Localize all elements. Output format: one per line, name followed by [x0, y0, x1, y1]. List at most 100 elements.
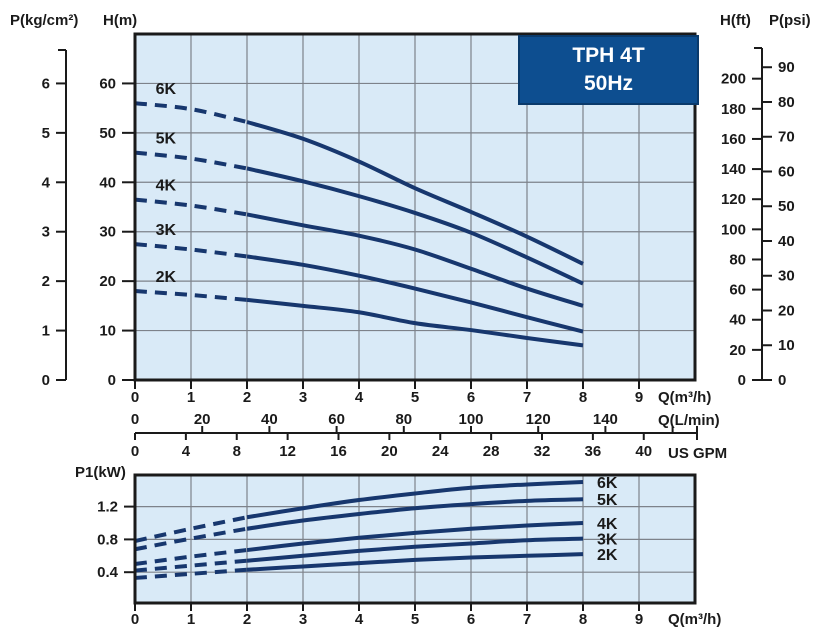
tick-label: 5: [42, 125, 50, 142]
tick-label: 160: [721, 131, 746, 148]
tick-label: 4: [182, 443, 191, 460]
left-pressure-axis-header: P(kg/cm²): [10, 12, 79, 29]
pump-curve-solid: [246, 552, 584, 572]
tick-label: 0.4: [97, 564, 119, 581]
frequency-label: 50Hz: [583, 72, 634, 95]
pump-curve-dashed: [134, 548, 248, 566]
p1-kw-axis: 0.4 0.8 1.2 0 1 2 3 4 5 6 7 8 9: [97, 499, 643, 628]
tick-label: 5: [411, 389, 419, 406]
tick-label: 8: [233, 443, 241, 460]
tick-label: 90: [778, 59, 795, 76]
tick-label: 50: [99, 125, 116, 142]
tick-label: 3: [42, 224, 50, 241]
tick-label: 2: [42, 273, 50, 290]
tick-label: 6: [467, 611, 475, 628]
tick-label: 0: [131, 443, 139, 460]
tick-label: 120: [721, 191, 746, 208]
power-axis-label: P1(kW): [75, 464, 126, 481]
tick-label: 1: [42, 323, 50, 340]
q-m3h-unit-label: Q(m³/h): [658, 389, 712, 406]
tick-label: 40: [729, 312, 746, 329]
power-curve-label-6k: 6K: [597, 475, 618, 492]
h-ft-p-psi-axis: 0 20 40 60 80 100 120 140 160 180 200 0 10 20 30 40 50 60…: [721, 47, 795, 389]
right-pressure-axis-header: P(psi): [769, 12, 811, 29]
tick-label: 32: [534, 443, 551, 460]
tick-label: 10: [99, 323, 116, 340]
tick-label: 36: [585, 443, 602, 460]
pump-curve-solid: [246, 480, 584, 520]
tick-label: 60: [328, 411, 345, 428]
tick-label: 80: [729, 251, 746, 268]
tick-label: 10: [778, 337, 795, 354]
tick-label: 60: [729, 282, 746, 299]
power-curve-label-2k: 2K: [597, 547, 618, 564]
tick-label: 16: [330, 443, 347, 460]
tick-label: 60: [99, 75, 116, 92]
right-head-axis-header: H(ft): [720, 12, 751, 29]
tick-label: 40: [261, 411, 278, 428]
tick-label: 8: [579, 611, 587, 628]
tick-label: 4: [355, 611, 364, 628]
tick-label: 9: [635, 389, 643, 406]
tick-label: 2: [243, 389, 251, 406]
curve-label-2k: 2K: [156, 269, 177, 286]
pump-curve-solid: [246, 536, 584, 563]
tick-label: 100: [721, 221, 746, 238]
tick-label: 40: [99, 174, 116, 191]
tick-label: 4: [355, 389, 364, 406]
tick-label: 80: [778, 94, 795, 111]
tick-label: 20: [778, 302, 795, 319]
power-curve-label-5k: 5K: [597, 492, 618, 509]
tick-label: 60: [778, 163, 795, 180]
tick-label: 0: [131, 411, 139, 428]
tick-label: 140: [593, 411, 618, 428]
tick-label: 7: [523, 389, 531, 406]
curve-label-5k: 5K: [156, 131, 177, 148]
tick-label: 4: [42, 174, 51, 191]
tick-label: 30: [778, 268, 795, 285]
tick-label: 3: [299, 389, 307, 406]
us-gpm-unit-label: US GPM: [668, 445, 728, 462]
power-curve-label-3k: 3K: [597, 532, 618, 549]
title-box: TPH 4T 50Hz: [518, 35, 699, 105]
curve-label-3k: 3K: [156, 222, 177, 239]
tick-label: 6: [467, 389, 475, 406]
tick-label: 200: [721, 71, 746, 88]
tick-label: 7: [523, 611, 531, 628]
tick-label: 40: [778, 233, 795, 250]
tick-label: 40: [635, 443, 652, 460]
pump-curve-dashed: [134, 242, 248, 259]
tick-label: 1: [187, 611, 195, 628]
h-m-axis: 0 10 20 30 40 50 60: [99, 75, 134, 389]
pump-curve-solid: [246, 521, 584, 553]
tick-label: 6: [42, 75, 50, 92]
tick-label: 180: [721, 101, 746, 118]
tick-label: 9: [635, 611, 643, 628]
pump-curve-dashed: [134, 197, 248, 217]
curve-label-4k: 4K: [156, 178, 177, 195]
tick-label: 20: [729, 342, 746, 359]
tick-label: 8: [579, 389, 587, 406]
tick-label: 120: [526, 411, 551, 428]
pump-curve-dashed: [134, 526, 248, 552]
tick-label: 80: [395, 411, 412, 428]
tick-label: 28: [483, 443, 500, 460]
left-head-axis-header: H(m): [103, 12, 138, 29]
tick-label: 100: [458, 411, 483, 428]
tick-label: 30: [99, 224, 116, 241]
pump-curve-solid: [246, 254, 584, 334]
pump-curve-solid: [246, 120, 584, 266]
curve-label-6k: 6K: [156, 81, 177, 98]
tick-label: 0: [778, 372, 786, 389]
tick-label: 2: [243, 611, 251, 628]
pump-curve-solid: [246, 497, 584, 531]
pump-model-label: TPH 4T: [572, 44, 645, 67]
p-kgcm2-axis: 0 1 2 3 4 5 6: [42, 49, 67, 389]
tick-label: 50: [778, 198, 795, 215]
tick-label: 0.8: [97, 531, 118, 548]
tick-label: 1.2: [97, 499, 118, 516]
